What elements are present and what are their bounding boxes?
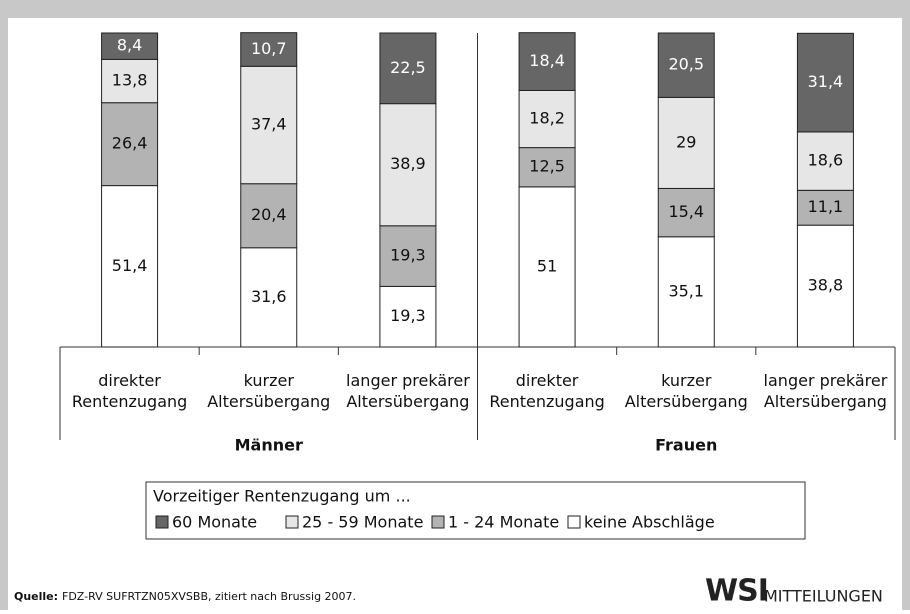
bar-segment [796, 224, 854, 348]
legend-label: keine Abschläge [584, 513, 715, 532]
value-label: 51,4 [112, 256, 148, 275]
value-label: 15,4 [668, 202, 704, 221]
logo-sub: MITTEILUNGEN [764, 587, 883, 606]
value-label: 20,5 [668, 55, 704, 74]
bar-segment [796, 131, 854, 191]
value-label: 26,4 [112, 134, 148, 153]
bar-segment [240, 247, 298, 348]
legend-swatch [431, 515, 445, 529]
value-label: 18,4 [529, 51, 565, 70]
value-label: 10,7 [251, 39, 287, 58]
legend-title: Vorzeitiger Rentenzugang um ... [153, 487, 411, 506]
value-label: 37,4 [251, 115, 287, 134]
value-label: 11,1 [808, 197, 844, 216]
value-label: 35,1 [668, 281, 704, 300]
bar-segment [657, 187, 715, 238]
bar-segment [796, 189, 854, 226]
source: FDZ-RV SUFRTZN05XVSBB, zitiert nach Brus… [62, 590, 356, 603]
x-tick-label: direkter Rentenzugang [72, 371, 187, 411]
legend-label: 25 - 59 Monate [302, 513, 423, 532]
x-tick-label: direkter Rentenzugang [489, 371, 604, 411]
value-label: 20,4 [251, 205, 287, 224]
bar-segment [379, 32, 437, 105]
bar-segment [518, 32, 576, 91]
bar-segment [657, 236, 715, 348]
value-label: 13,8 [112, 71, 148, 90]
x-tick-label: langer prekärer Altersübergang [764, 371, 888, 411]
legend-swatch [567, 515, 581, 529]
value-label: 51 [537, 256, 557, 275]
legend-label: 60 Monate [172, 513, 257, 532]
bar-segment [657, 32, 715, 98]
value-label: 22,5 [390, 58, 426, 77]
bar-segment [101, 102, 159, 187]
value-label: 18,6 [808, 151, 844, 170]
group-label: Männer [235, 436, 303, 455]
value-label: 12,5 [529, 157, 565, 176]
bar-segment [101, 32, 159, 60]
legend-box [145, 481, 806, 540]
bar-segment [101, 58, 159, 104]
value-label: 31,6 [251, 287, 287, 306]
bar-segment [379, 285, 437, 348]
value-label: 19,3 [390, 306, 426, 325]
value-label: 38,8 [808, 276, 844, 295]
value-label: 8,4 [117, 36, 142, 55]
x-tick-label: kurzer Altersübergang [625, 371, 748, 411]
x-tick-label: kurzer Altersübergang [207, 371, 330, 411]
x-tick-label: langer prekärer Altersübergang [346, 371, 470, 411]
value-label: 18,2 [529, 109, 565, 128]
value-label: 31,4 [808, 72, 844, 91]
bar-segment [101, 185, 159, 348]
source-label: Quelle: [14, 590, 58, 603]
value-label: 19,3 [390, 246, 426, 265]
value-label: 29 [676, 132, 696, 151]
bar-segment [240, 65, 298, 185]
legend-swatch [285, 515, 299, 529]
legend-label: 1 - 24 Monate [448, 513, 559, 532]
bar-segment [379, 103, 437, 227]
bar-segment [518, 89, 576, 149]
legend-swatch [155, 515, 169, 529]
group-label: Frauen [655, 436, 717, 455]
value-label: 38,9 [390, 154, 426, 173]
logo-main: WSI [705, 574, 768, 609]
bar-segment [657, 96, 715, 189]
bar-segment [240, 32, 298, 67]
bar-segment [796, 32, 854, 133]
